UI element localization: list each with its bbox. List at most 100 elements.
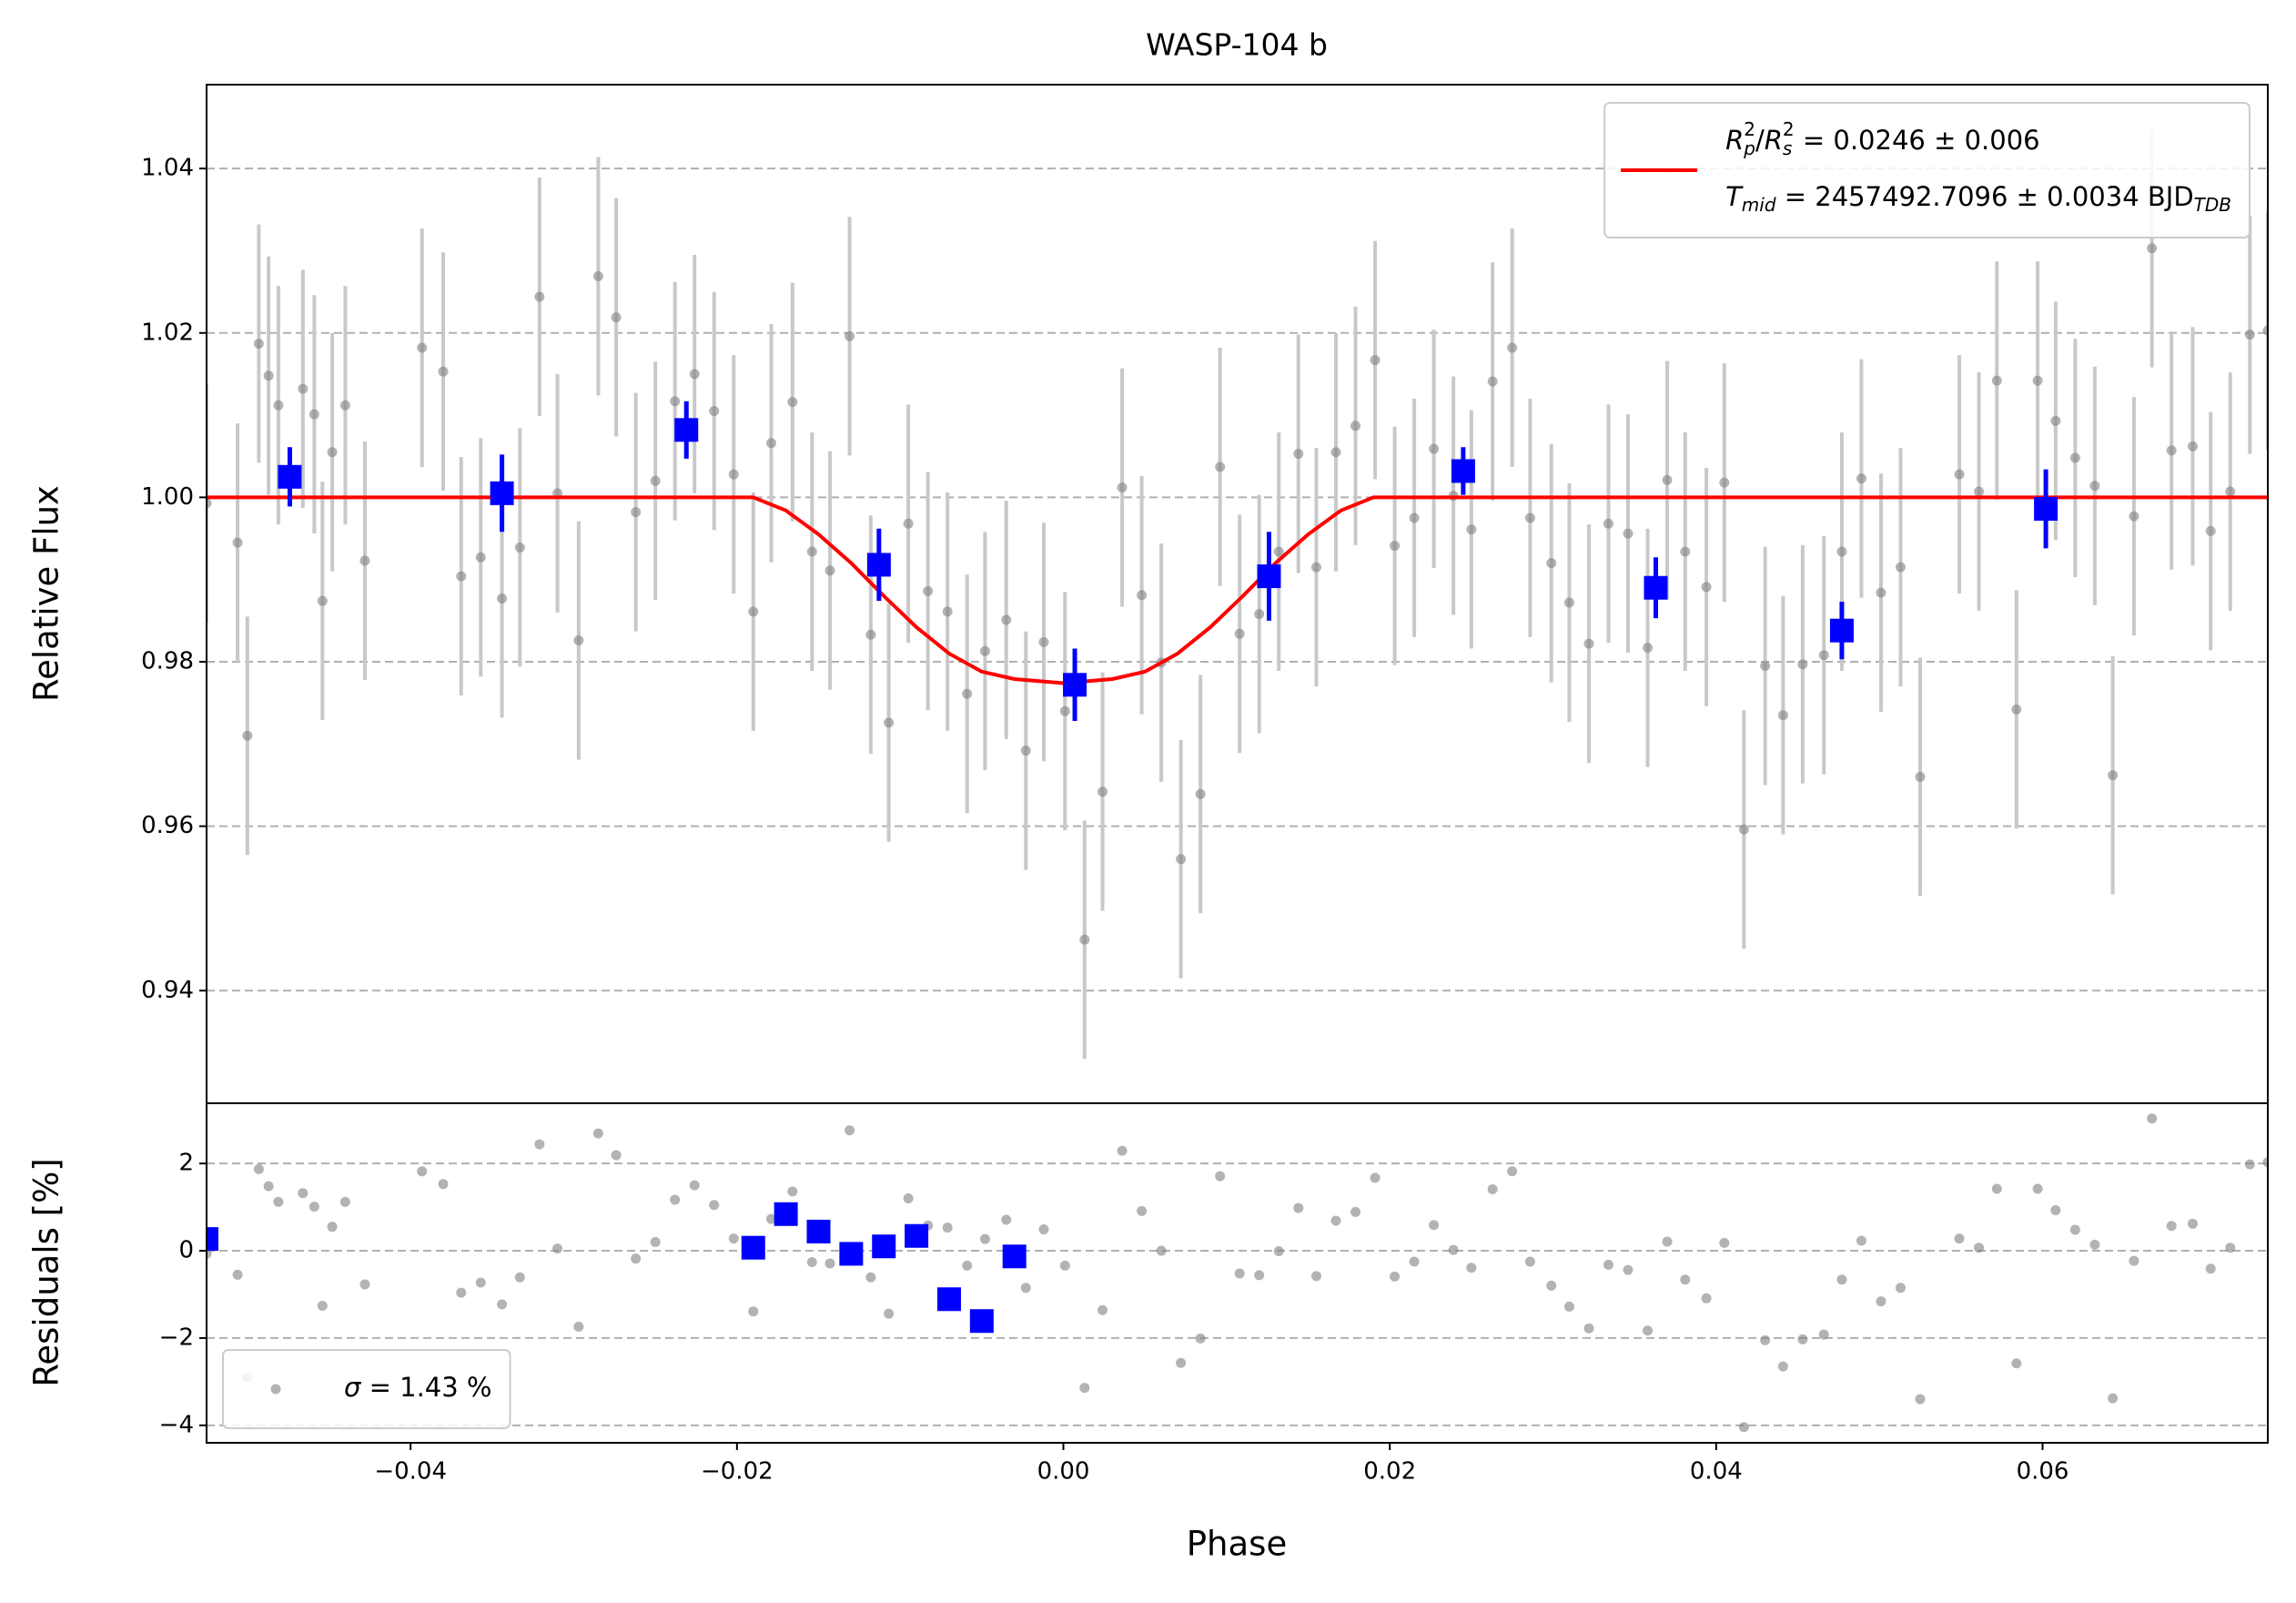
data-point <box>1915 1394 1926 1405</box>
data-point <box>1176 1357 1187 1368</box>
data-point <box>232 537 243 548</box>
data-point <box>1293 1202 1304 1213</box>
data-point <box>534 1139 545 1150</box>
data-point <box>806 1257 817 1268</box>
y-axis-label: Residuals [%] <box>27 1158 66 1386</box>
data-point <box>1215 1171 1226 1182</box>
data-point <box>1195 788 1206 799</box>
data-point <box>2129 511 2139 522</box>
data-point <box>1546 558 1557 569</box>
data-point <box>670 396 681 407</box>
data-point <box>748 606 759 617</box>
data-point <box>962 1260 973 1271</box>
data-point <box>514 542 525 553</box>
binned-point <box>1451 459 1475 483</box>
legend-text-part: R <box>1765 125 1783 156</box>
data-point <box>1137 1205 1148 1216</box>
data-point <box>631 1253 642 1264</box>
data-point <box>417 342 428 353</box>
data-point <box>438 1179 449 1190</box>
data-point <box>263 370 274 381</box>
data-point <box>1777 710 1788 721</box>
data-point <box>2108 770 2119 781</box>
data-point <box>1818 1329 1829 1340</box>
data-point <box>748 1306 759 1317</box>
data-point <box>1797 1334 1808 1344</box>
legend-text-part: / <box>1755 125 1765 156</box>
data-point <box>2225 1243 2236 1253</box>
data-point <box>327 1222 338 1233</box>
chart-title: WASP-104 b <box>1146 27 1328 63</box>
y-tick-label: 0.94 <box>141 977 194 1004</box>
y-tick-label: 0.96 <box>141 812 194 839</box>
binned-point <box>1257 564 1281 589</box>
binned-point <box>774 1202 798 1226</box>
data-point <box>923 585 934 596</box>
data-point <box>2166 445 2177 456</box>
binned-point <box>674 418 699 442</box>
data-point <box>1487 376 1498 387</box>
data-point <box>806 546 817 557</box>
data-point <box>1974 486 1985 497</box>
data-point <box>1583 638 1594 649</box>
data-point <box>232 1269 243 1280</box>
data-point <box>1097 786 1108 797</box>
data-point <box>728 1233 739 1244</box>
data-point <box>1991 1183 2002 1194</box>
y-tick-label: 2 <box>178 1150 194 1177</box>
data-point <box>475 552 486 563</box>
data-point <box>1466 524 1477 535</box>
data-point <box>2188 1218 2199 1229</box>
data-point <box>865 1272 876 1283</box>
data-point <box>573 1321 584 1332</box>
binned-point <box>839 1242 864 1266</box>
data-point <box>1310 1271 1321 1282</box>
data-point <box>787 397 798 408</box>
data-point <box>253 1163 264 1174</box>
data-point <box>1466 1263 1477 1273</box>
data-point <box>1915 771 1926 782</box>
data-point <box>1409 512 1420 523</box>
legend-superscript: 2 <box>1744 118 1755 140</box>
legend-text-part: T <box>1725 181 1744 212</box>
data-point <box>497 593 508 604</box>
data-point <box>1876 1296 1886 1307</box>
data-point <box>903 518 914 529</box>
data-point <box>1662 474 1673 485</box>
legend-marker <box>270 1384 281 1395</box>
data-point <box>1020 746 1031 756</box>
y-tick-label: 1.00 <box>141 483 194 511</box>
legend-text-part: R <box>1725 125 1744 156</box>
binned-point <box>806 1219 831 1243</box>
legend-subscript: s <box>1783 137 1792 159</box>
data-point <box>1409 1256 1420 1267</box>
data-point <box>1719 1237 1730 1248</box>
data-point <box>273 400 284 411</box>
data-point <box>2129 1255 2139 1266</box>
data-point <box>317 595 328 606</box>
data-point <box>1059 1260 1070 1271</box>
data-point <box>207 498 212 509</box>
legend-subscript: TDB <box>2194 194 2231 216</box>
data-point <box>903 1193 914 1204</box>
data-point <box>1370 1172 1381 1183</box>
data-point <box>1777 1361 1788 1372</box>
data-point <box>1273 1246 1284 1257</box>
data-point <box>242 730 253 741</box>
data-point <box>552 1243 563 1254</box>
binned-point <box>2034 497 2058 522</box>
data-point <box>1117 482 1128 493</box>
data-point <box>1836 546 1847 557</box>
data-point <box>573 635 584 646</box>
legend-text-part: σ <box>344 1372 362 1403</box>
data-point <box>1836 1274 1847 1285</box>
data-point <box>2050 1204 2061 1215</box>
data-point <box>962 688 973 699</box>
binned-point <box>936 1287 961 1312</box>
data-point <box>1643 1325 1654 1336</box>
data-point <box>845 330 855 341</box>
legend-box <box>1603 102 2250 238</box>
binned-point <box>1002 1244 1027 1269</box>
